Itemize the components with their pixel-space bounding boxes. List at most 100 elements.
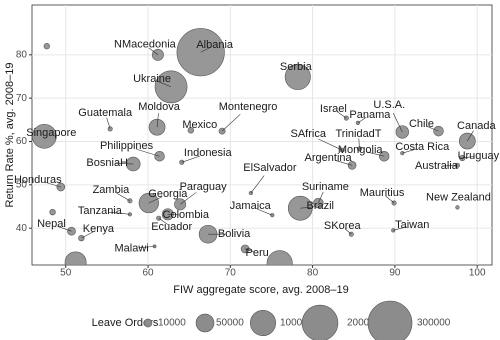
bubble (343, 115, 349, 121)
leader-line (392, 112, 403, 133)
leader-line (108, 211, 130, 215)
point-label: Uruguay (458, 150, 500, 162)
point-label: Honduras (14, 174, 62, 186)
legend-bubble (249, 309, 277, 337)
legend-bubble (143, 318, 153, 328)
bubble (455, 205, 460, 210)
leader-line (300, 206, 315, 209)
point-label: Australia (415, 160, 459, 172)
plot-background (31, 4, 493, 266)
y-axis-title: Return Rate %, avg. 2008–19 (4, 63, 16, 208)
bubble (187, 127, 194, 134)
point-label: U.S.A. (373, 99, 405, 111)
y-tick-label: 60 (16, 136, 28, 147)
leader-line (318, 191, 324, 204)
point-label: Albania (196, 39, 234, 51)
point-label: Georgia (148, 188, 188, 200)
leader-line (462, 156, 474, 159)
point-label: Indonesia (184, 147, 233, 159)
point-label: Mongolia (338, 144, 384, 156)
bubble (284, 63, 311, 90)
point-label: Argentina (305, 152, 353, 164)
leader-line (250, 175, 265, 194)
point-label: Kenya (83, 223, 115, 235)
bubble (266, 250, 293, 265)
legend-label: 10000 (158, 318, 186, 329)
legend-title: Leave Orders (92, 317, 159, 329)
bubble (32, 123, 57, 149)
bubble (43, 43, 50, 50)
legend-bubble (195, 313, 215, 333)
leader-line (402, 148, 417, 154)
point-label: Serbia (280, 61, 313, 73)
point-label: Canada (457, 120, 496, 132)
point-label: Suriname (302, 181, 349, 193)
point-label: Tanzania (78, 205, 123, 217)
leader-line (136, 148, 160, 157)
legend-label: 100000 (280, 318, 314, 329)
point-label: New Zealand (426, 191, 491, 203)
point-label: Philippines (100, 140, 154, 152)
point-label: Peru (246, 247, 269, 259)
point-label: Colombia (163, 209, 210, 221)
x-tick-label: 60 (142, 268, 154, 279)
point-label: Singapore (26, 127, 76, 139)
point-label: Taiwan (395, 219, 429, 231)
point-label: Panama (349, 109, 391, 121)
point-label: Nepal (37, 218, 66, 230)
leader-line (467, 130, 474, 142)
y-tick-label: 50 (16, 179, 28, 190)
leader-line (358, 138, 360, 149)
leader-line (318, 138, 343, 151)
legend-bubble (367, 300, 413, 340)
point-label: Malawi (114, 242, 148, 254)
point-label: Paraguay (180, 181, 228, 193)
leader-line (221, 114, 241, 132)
x-tick-label: 70 (225, 268, 237, 279)
leader-line (81, 231, 94, 239)
point-label: BosniaH (86, 157, 128, 169)
x-tick-label: 90 (389, 268, 401, 279)
point-label: Ecuador (151, 221, 192, 233)
leader-line (156, 113, 159, 128)
point-label: Moldova (138, 101, 180, 113)
point-label: Israel (320, 103, 347, 115)
leader-line (256, 208, 273, 216)
leader-line (57, 226, 72, 232)
bubble (151, 48, 164, 61)
bubble (49, 208, 56, 216)
leader-line (385, 195, 395, 204)
leader-line (179, 192, 197, 205)
point-label: Costa Rica (395, 141, 450, 153)
point-label: SAfrica (290, 128, 326, 140)
x-tick-label: 50 (60, 268, 72, 279)
bubble (64, 251, 87, 265)
point-label: Bolivia (218, 228, 251, 240)
leader-line (357, 117, 367, 124)
leader-line (138, 246, 155, 249)
point-label: Brazil (307, 200, 335, 212)
point-label: Chile (409, 118, 434, 130)
point-label: Guatemala (78, 107, 133, 119)
leader-line (167, 214, 181, 216)
point-label: Zambia (93, 184, 131, 196)
leader-line (158, 217, 168, 225)
point-label: TrinidadT (335, 128, 381, 140)
bubble (107, 126, 113, 132)
y-tick-label: 80 (16, 49, 28, 60)
leader-line (106, 117, 111, 130)
leader-line (393, 226, 407, 231)
point-label: Montenegro (219, 101, 278, 113)
point-label: Mauritius (360, 187, 405, 199)
point-label: Ukraine (133, 73, 171, 85)
point-label: NMacedonia (114, 39, 177, 51)
x-axis-title: FIW aggregate score, avg. 2008–19 (173, 284, 349, 296)
leader-line (44, 181, 61, 188)
leader-line (245, 248, 254, 253)
legend-label: 50000 (216, 318, 244, 329)
leader-line (148, 47, 159, 56)
legend-label: 200000 (347, 318, 381, 329)
leader-line (442, 165, 458, 167)
leader-line (344, 228, 352, 235)
point-label: Jamaica (230, 200, 272, 212)
